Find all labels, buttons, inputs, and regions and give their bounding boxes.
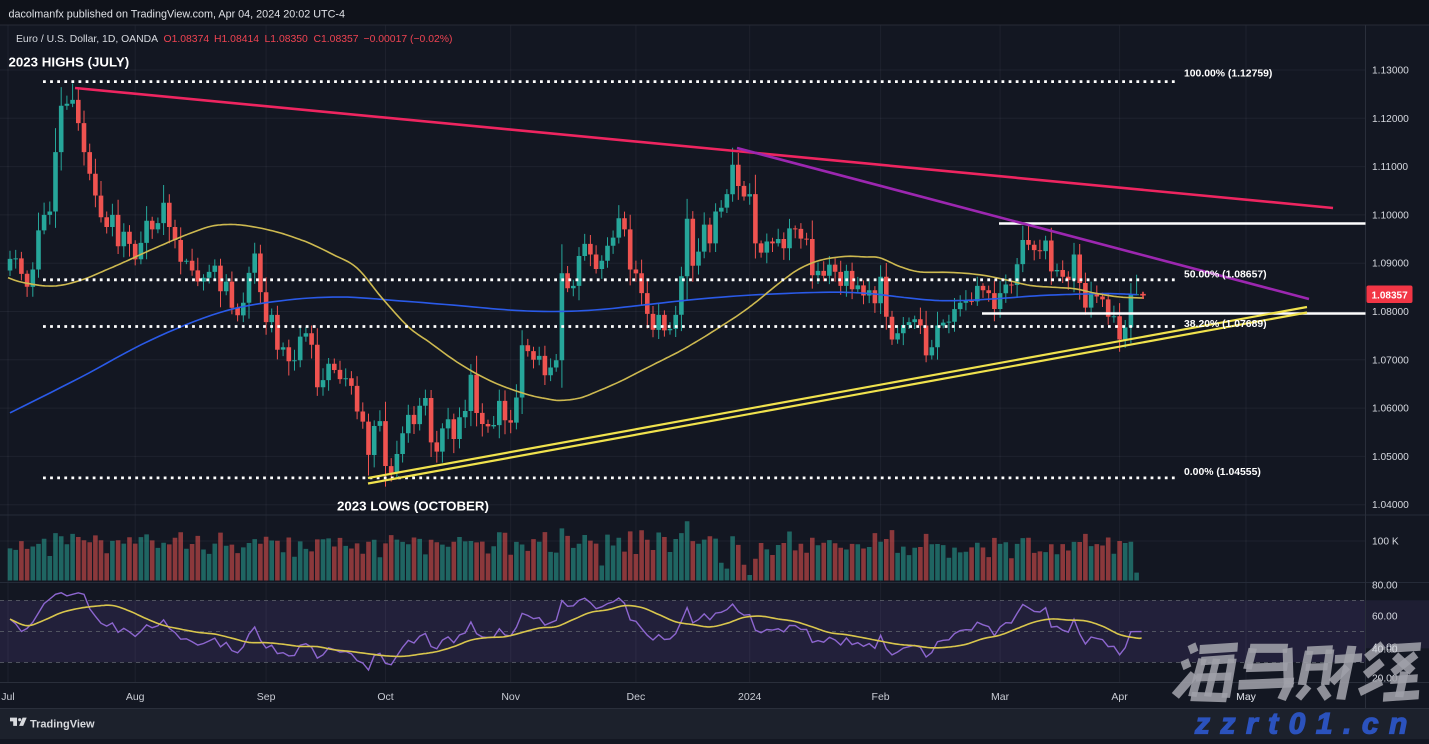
svg-text:40.00: 40.00 bbox=[1372, 645, 1398, 656]
svg-text:0.00% (1.04555): 0.00% (1.04555) bbox=[1184, 467, 1261, 478]
svg-text:−0.00017 (−0.02%): −0.00017 (−0.02%) bbox=[364, 34, 453, 45]
svg-text:2023 HIGHS (JULY): 2023 HIGHS (JULY) bbox=[9, 55, 130, 70]
svg-text:O1.08374: O1.08374 bbox=[164, 34, 210, 45]
svg-text:1.07000: 1.07000 bbox=[1372, 355, 1409, 366]
svg-text:1.08357: 1.08357 bbox=[1372, 290, 1409, 301]
svg-text:TradingView: TradingView bbox=[30, 719, 95, 731]
svg-text:C1.08357: C1.08357 bbox=[314, 34, 359, 45]
svg-text:1.08000: 1.08000 bbox=[1372, 307, 1409, 318]
svg-text:Euro / U.S. Dollar, 1D, OANDA: Euro / U.S. Dollar, 1D, OANDA bbox=[16, 34, 158, 45]
svg-text:100 K: 100 K bbox=[1372, 537, 1399, 548]
svg-text:Dec: Dec bbox=[627, 691, 646, 703]
svg-text:2024: 2024 bbox=[738, 691, 762, 703]
svg-text:dacolmanfx published on Tradin: dacolmanfx published on TradingView.com,… bbox=[9, 9, 346, 21]
svg-text:1.12000: 1.12000 bbox=[1372, 114, 1409, 125]
svg-text:1.09000: 1.09000 bbox=[1372, 259, 1409, 270]
svg-text:1.05000: 1.05000 bbox=[1372, 452, 1409, 463]
svg-text:50.00% (1.08657): 50.00% (1.08657) bbox=[1184, 270, 1267, 281]
svg-text:Sep: Sep bbox=[257, 691, 276, 703]
svg-text:L1.08350: L1.08350 bbox=[265, 34, 309, 45]
svg-text:H1.08414: H1.08414 bbox=[214, 34, 259, 45]
svg-text:Aug: Aug bbox=[126, 691, 145, 703]
svg-text:80.00: 80.00 bbox=[1372, 581, 1398, 592]
svg-text:100.00% (1.12759): 100.00% (1.12759) bbox=[1184, 69, 1272, 80]
svg-text:1.06000: 1.06000 bbox=[1372, 404, 1409, 415]
svg-text:Feb: Feb bbox=[872, 691, 890, 703]
svg-text:1.04000: 1.04000 bbox=[1372, 500, 1409, 511]
svg-text:Oct: Oct bbox=[377, 691, 393, 703]
svg-text:38.20% (1.07689): 38.20% (1.07689) bbox=[1184, 319, 1267, 330]
svg-text:60.00: 60.00 bbox=[1372, 612, 1398, 623]
svg-text:Mar: Mar bbox=[991, 691, 1010, 703]
svg-text:1.11000: 1.11000 bbox=[1372, 162, 1408, 173]
svg-text:zzrt01.cn: zzrt01.cn bbox=[1194, 708, 1418, 740]
svg-text:Nov: Nov bbox=[501, 691, 520, 703]
svg-text:2023 LOWS (OCTOBER): 2023 LOWS (OCTOBER) bbox=[337, 499, 489, 514]
svg-text:1.13000: 1.13000 bbox=[1372, 66, 1409, 77]
svg-text:1.10000: 1.10000 bbox=[1372, 210, 1409, 221]
svg-text:May: May bbox=[1236, 691, 1257, 703]
svg-text:Jul: Jul bbox=[1, 691, 14, 703]
svg-text:Apr: Apr bbox=[1111, 691, 1128, 703]
